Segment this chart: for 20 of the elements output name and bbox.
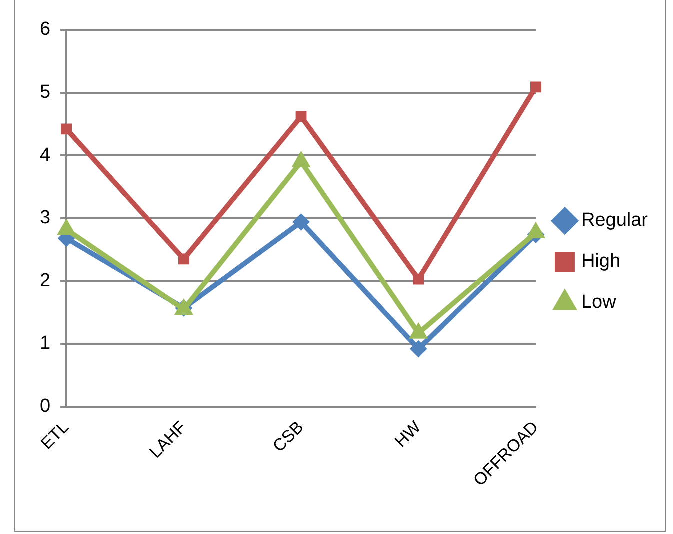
point xyxy=(530,82,542,93)
legend-label: Regular xyxy=(581,210,649,232)
y-tick-label: 6 xyxy=(40,19,51,40)
point xyxy=(296,111,307,122)
point xyxy=(413,274,424,285)
point xyxy=(178,254,190,265)
y-tick-label: 4 xyxy=(40,144,51,166)
legend-label: Low xyxy=(581,292,617,314)
x-tick-label: HW xyxy=(391,418,425,452)
x-tick-label: ETL xyxy=(37,418,73,454)
y-tick-label: 3 xyxy=(40,208,51,229)
point xyxy=(410,340,428,358)
y-tick-label: 0 xyxy=(40,396,51,418)
point xyxy=(292,214,310,231)
legend-label: High xyxy=(581,251,621,272)
y-tick-label: 5 xyxy=(40,82,51,104)
x-tick-label: CSB xyxy=(269,418,308,456)
point xyxy=(61,124,72,135)
y-tick-label: 1 xyxy=(40,333,51,354)
y-tick-label: 2 xyxy=(40,270,51,292)
